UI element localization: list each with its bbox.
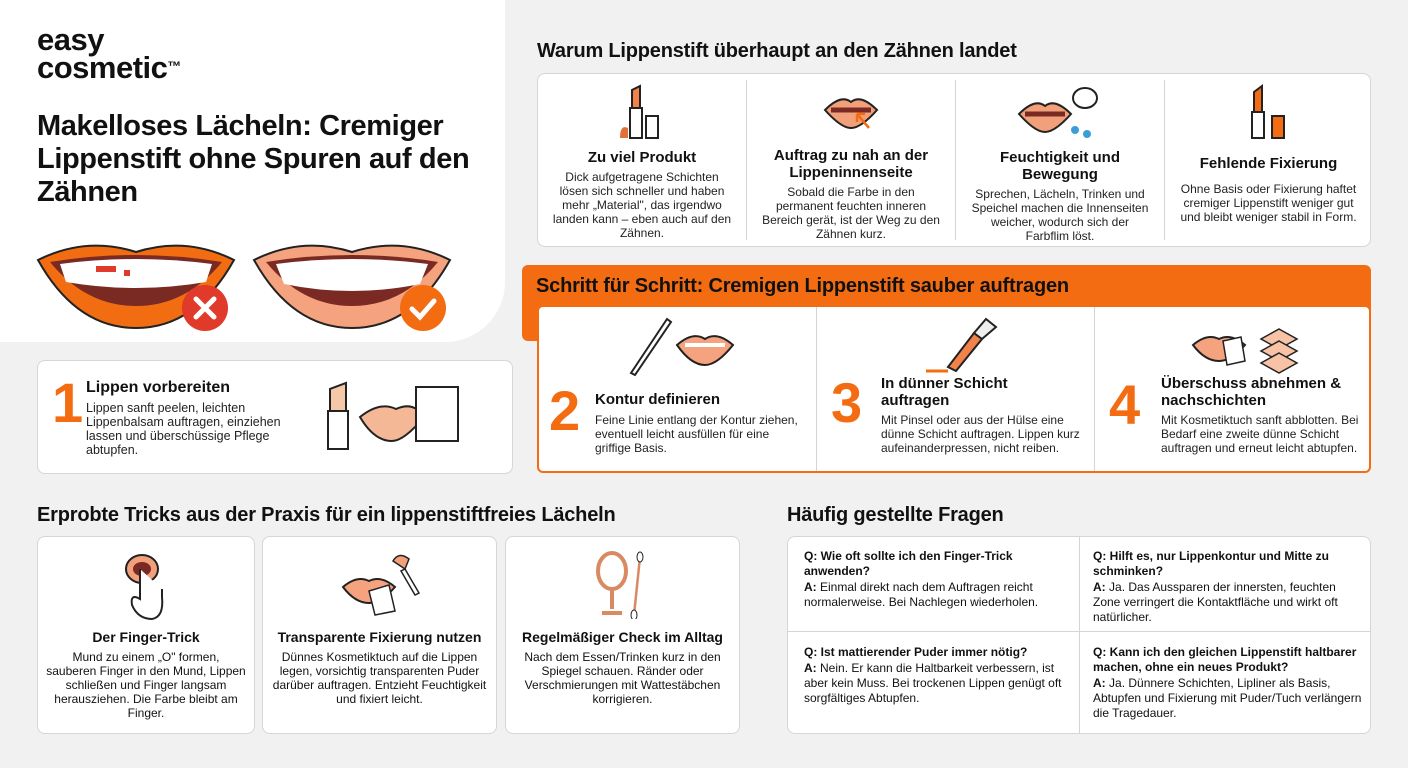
trick-text: Dünnes Kosmetiktuch auf die Lippen legen… — [272, 650, 487, 706]
step-number: 4 — [1109, 373, 1141, 436]
step-number: 1 — [52, 371, 84, 434]
lip-liner-lips-icon — [629, 317, 735, 377]
step-number: 2 — [549, 379, 581, 442]
faq-item: Q: Hilft es, nur Lippenkontur und Mitte … — [1093, 549, 1338, 624]
check-circle-icon — [400, 285, 446, 331]
blot-layers-icon — [1191, 328, 1299, 374]
lips-speech-icon — [1017, 87, 1098, 138]
faq-item: Q: Wie oft sollte ich den Finger-Trick a… — [804, 549, 1039, 609]
step-1-card: 1 Lippen vorbereiten Lippen sanft peelen… — [37, 360, 513, 474]
step-text: Lippen sanft peelen, leichten Lippenbals… — [86, 401, 281, 457]
faq-item: Q: Ist mattierender Puder immer nötig? A:… — [804, 645, 1062, 705]
brand-logo: easy cosmetic™ — [37, 22, 181, 85]
step-title: Kontur definieren — [595, 391, 721, 408]
step-title: In dünner Schicht auftragen — [881, 375, 1008, 409]
why-item-text: Ohne Basis oder Fixierung haftet cremige… — [1180, 182, 1357, 224]
lips-arrow-icon — [823, 98, 879, 130]
why-item-text: Sobald die Farbe in den permanent feucht… — [762, 185, 940, 241]
step-title: Überschuss abnehmen & nachschichten — [1161, 375, 1342, 409]
trick-text: Nach dem Essen/Trinken kurz in den Spieg… — [524, 650, 721, 706]
why-item-title: Auftrag zu nah an der Lippeninnenseite — [773, 147, 929, 181]
why-card: Zu viel Produkt Dick aufgetragene Schich… — [537, 73, 1371, 247]
steps-heading: Schritt für Schritt: Cremigen Lippenstif… — [536, 275, 1069, 297]
trick-title: Regelmäßiger Check im Alltag — [522, 629, 723, 645]
x-circle-icon — [182, 285, 228, 331]
why-heading: Warum Lippenstift überhaupt an den Zähne… — [537, 40, 1017, 62]
lipstick-brush-icon — [926, 317, 998, 373]
finger-mouth-icon — [125, 554, 164, 621]
trick-title: Der Finger-Trick — [92, 629, 200, 645]
page-title: Makelloses Lächeln: Cremiger Lippenstift… — [37, 110, 470, 208]
why-item: Feuchtigkeit und Bewegung Sprechen, Läch… — [956, 74, 1164, 246]
why-item: Fehlende Fixierung Ohne Basis oder Fixie… — [1165, 74, 1372, 246]
tricks-heading: Erprobte Tricks aus der Praxis für ein l… — [37, 504, 616, 526]
lipstick-icon — [620, 84, 659, 139]
step-title: Lippen vorbereiten — [86, 379, 231, 396]
lipstick-open-icon — [1250, 84, 1285, 139]
step-text: Mit Pinsel oder aus der Hülse eine dünne… — [881, 413, 1080, 455]
trick-card: Transparente Fixierung nutzen Dünnes Kos… — [262, 536, 497, 734]
trick-card: Regelmäßiger Check im Alltag Nach dem Es… — [505, 536, 740, 734]
trick-card: Der Finger-Trick Mund zu einem „O" forme… — [37, 536, 255, 734]
trick-title: Transparente Fixierung nutzen — [277, 629, 482, 645]
faq-grid: Q: Wie oft sollte ich den Finger-Trick a… — [787, 536, 1371, 734]
why-item-title: Feuchtigkeit und Bewegung — [1000, 149, 1120, 183]
faq-heading: Häufig gestellte Fragen — [787, 504, 1004, 526]
mirror-icon — [596, 551, 644, 619]
trick-text: Mund zu einem „O" formen, sauberen Finge… — [46, 650, 246, 720]
faq-item: Q: Kann ich den gleichen Lippenstift hal… — [1093, 645, 1362, 720]
why-item-title: Fehlende Fixierung — [1199, 155, 1338, 172]
why-item: Auftrag zu nah an der Lippeninnenseite S… — [747, 74, 955, 246]
lipstick-lips-tissue-icon — [327, 381, 459, 450]
why-item: Zu viel Produkt Dick aufgetragene Schich… — [538, 74, 746, 246]
step-text: Feine Linie entlang der Kontur ziehen, e… — [595, 413, 798, 455]
why-item-title: Zu viel Produkt — [587, 149, 697, 166]
step-text: Mit Kosmetiktuch sanft abblotten. Bei Be… — [1161, 413, 1359, 455]
why-item-text: Dick aufgetragene Schichten lösen sich s… — [552, 170, 732, 240]
why-item-text: Sprechen, Lächeln, Trinken und Speichel … — [971, 187, 1149, 243]
steps-card: 2 Kontur definieren Feine Linie entlang … — [537, 305, 1371, 473]
powder-brush-icon — [341, 554, 421, 616]
step-number: 3 — [831, 371, 863, 434]
